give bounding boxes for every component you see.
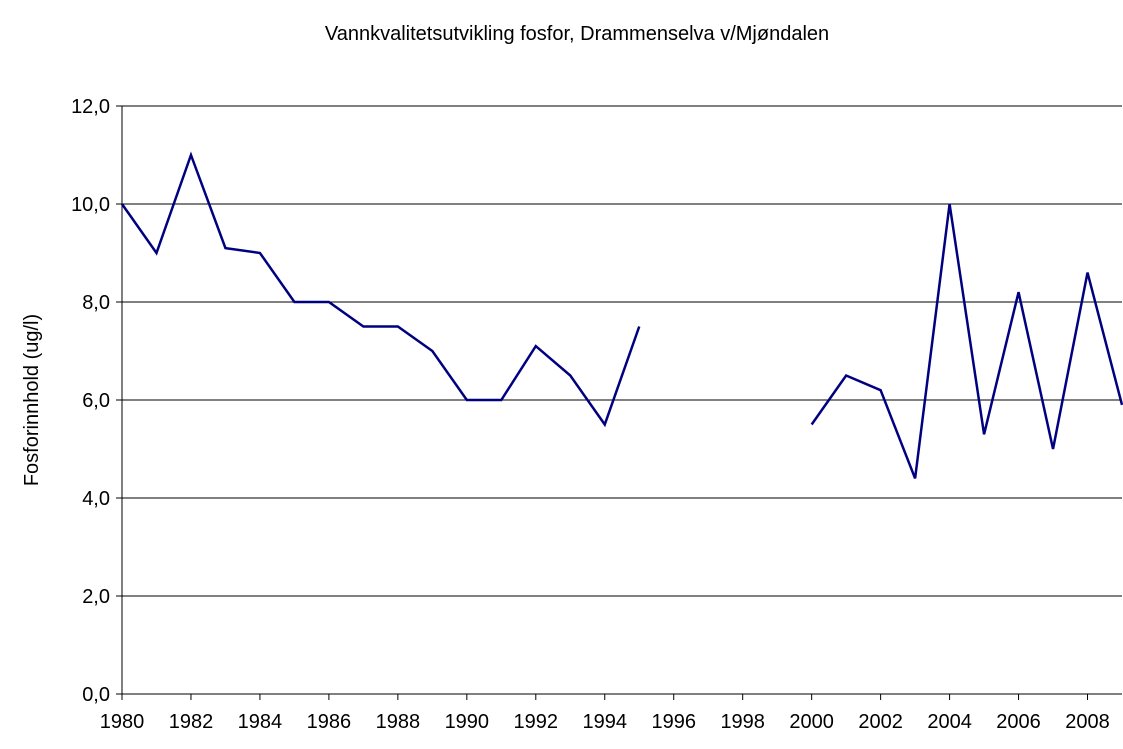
y-axis-label: Fosforinnhold (ug/l) bbox=[21, 314, 43, 486]
y-tick-label: 10,0 bbox=[71, 194, 110, 216]
x-tick-label: 1994 bbox=[583, 711, 628, 733]
y-tick-label: 0,0 bbox=[82, 684, 110, 706]
x-tick-label: 1992 bbox=[514, 711, 559, 733]
y-tick-label: 6,0 bbox=[82, 390, 110, 412]
data-line bbox=[120, 151, 1123, 479]
x-tick-label: 1980 bbox=[100, 711, 145, 733]
x-tick-label: 2004 bbox=[927, 711, 972, 733]
y-tick-label: 4,0 bbox=[82, 488, 110, 510]
x-tick-label: 1986 bbox=[307, 711, 352, 733]
x-tick-label: 1990 bbox=[445, 711, 490, 733]
x-tick-label: 2006 bbox=[996, 711, 1041, 733]
x-tick-label: 1982 bbox=[169, 711, 214, 733]
x-tick-label: 2008 bbox=[1065, 711, 1110, 733]
x-tick-label: 2002 bbox=[858, 711, 903, 733]
chart-title: Vannkvalitetsutvikling fosfor, Drammense… bbox=[325, 23, 829, 45]
x-tick-label: 2000 bbox=[789, 711, 834, 733]
x-tick-label: 1988 bbox=[376, 711, 421, 733]
y-tick-label: 2,0 bbox=[82, 586, 110, 608]
y-tick-label: 8,0 bbox=[82, 292, 110, 314]
x-tick-label: 1998 bbox=[720, 711, 765, 733]
x-tick-label: 1984 bbox=[238, 711, 283, 733]
x-tick-label: 1996 bbox=[651, 711, 696, 733]
y-tick-label: 12,0 bbox=[71, 96, 110, 118]
